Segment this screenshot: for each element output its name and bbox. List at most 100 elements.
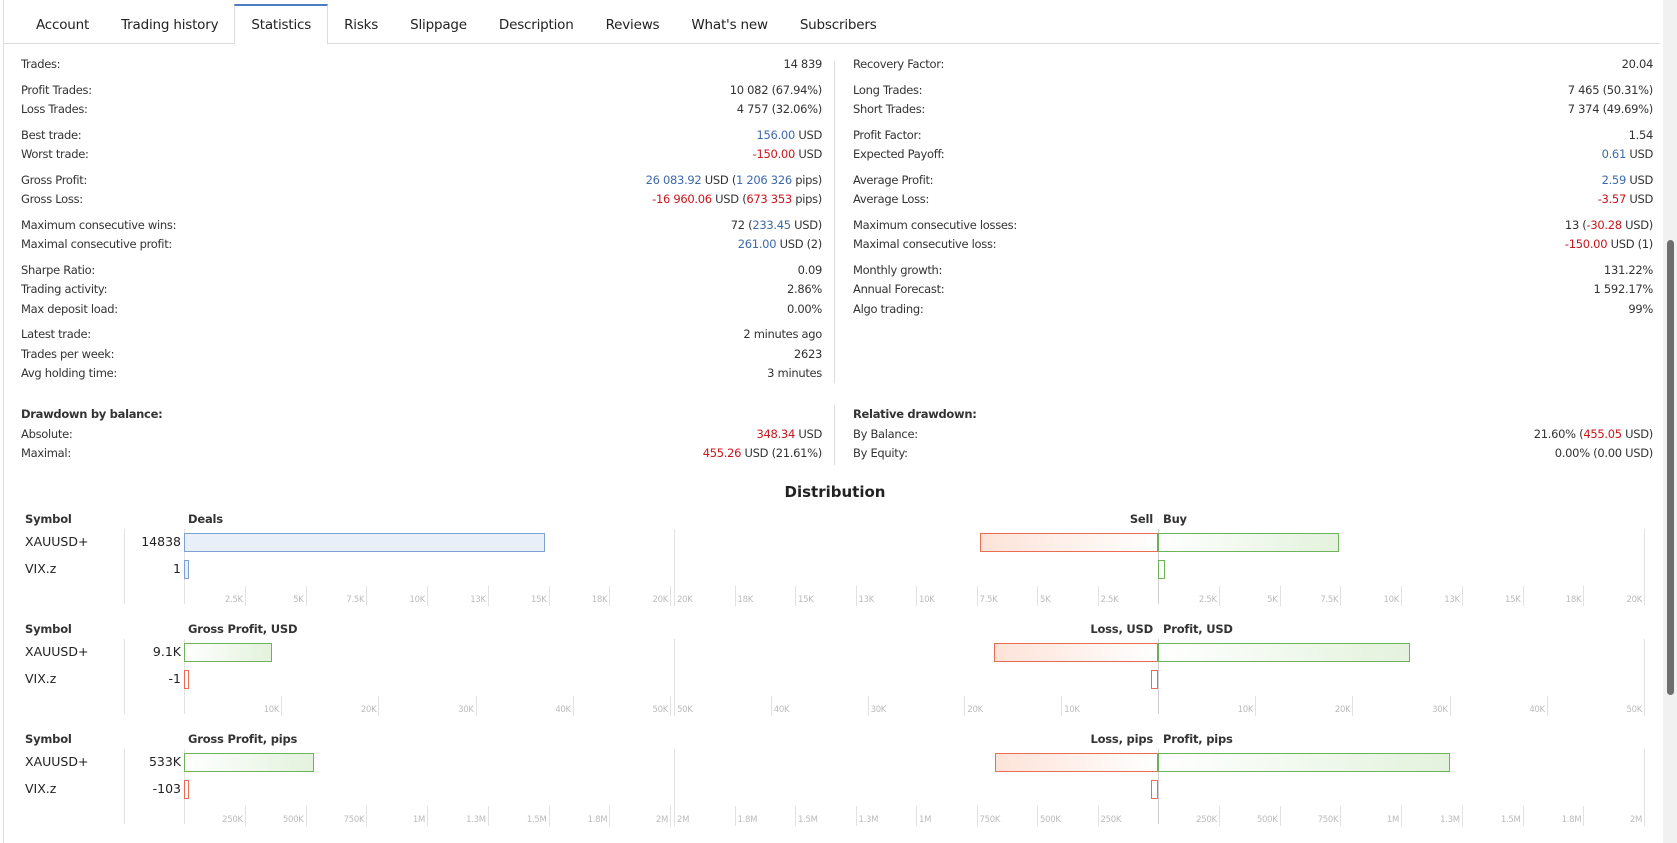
row-value: 1: [173, 561, 181, 576]
left-tick-mark: [572, 696, 574, 716]
distribution-group: Symbol Gross Profit, pips Loss, pips Profit…: [4, 732, 1660, 837]
left-bar: [184, 753, 314, 772]
pos-tick-mark: [1340, 806, 1342, 826]
tab-description[interactable]: Description: [498, 17, 574, 33]
pos-bar: [1158, 643, 1411, 662]
left-tick-mark: [609, 806, 611, 826]
neg-tick-label: 18K: [737, 595, 754, 605]
pos-tick-mark: [1583, 586, 1585, 606]
left-tick-mark: [548, 806, 550, 826]
neg-tick-mark: [1037, 586, 1038, 606]
pos-tick-mark: [1461, 806, 1463, 826]
tab-reviews[interactable]: Reviews: [605, 17, 660, 33]
left-tick-label: 20K: [652, 595, 669, 605]
neg-tick-label: 2.5K: [1100, 595, 1119, 605]
neg-bar: [993, 643, 1158, 662]
stat-drawdown-absolute: Absolute: 348.34 USD: [21, 426, 822, 441]
tab-subscribers[interactable]: Subscribers: [799, 17, 877, 33]
pos-tick-mark: [1583, 806, 1585, 826]
neg-tick-label: 2M: [677, 815, 690, 825]
stat-worst-trade: Worst trade: -150.00 USD: [21, 147, 822, 161]
left-tick-label: 7.5K: [346, 595, 365, 605]
stat-trades-per-week: Trades per week: 2623: [21, 346, 822, 361]
neg-tick-label: 15K: [798, 595, 814, 605]
pos-tick-label: 15K: [1505, 595, 1521, 605]
relative-drawdown: Relative drawdown: By Balance: 21.60% (45…: [853, 405, 1653, 464]
neg-tick-label: 13K: [858, 595, 875, 605]
pos-bar: [1158, 560, 1165, 579]
left-tick-label: 10K: [409, 595, 426, 605]
pos-tick-mark: [1401, 806, 1402, 826]
zero-axis: [1158, 639, 1159, 714]
symbol-header: Symbol: [25, 622, 72, 636]
tab-statistics[interactable]: Statistics: [234, 4, 329, 45]
neg-tick-label: 10K: [1064, 705, 1080, 715]
pos-tick-mark: [1461, 586, 1463, 606]
label-divider: [124, 749, 125, 824]
neg-tick-label: 500K: [1040, 815, 1061, 825]
stat-max-consecutive-profit: Maximal consecutive profit: 261.00 USD (2…: [21, 237, 822, 251]
stat-profit-trades: Profit Trades: 10 082 (67.94%): [21, 82, 822, 97]
scrollbar-thumb[interactable]: [1667, 240, 1674, 695]
pos-tick-mark: [1644, 586, 1645, 606]
left-tick-mark: [670, 586, 671, 606]
stat-profit-factor: Profit Factor: 1.54: [853, 127, 1653, 142]
left-tick-label: 18K: [591, 595, 608, 605]
stat-loss-trades: Loss Trades: 4 757 (32.06%): [21, 102, 822, 116]
vertical-scrollbar[interactable]: [1663, 0, 1677, 843]
neg-tick-mark: [855, 586, 857, 606]
left-chart-header: Gross Profit, USD: [188, 622, 298, 636]
drawdown-title: Drawdown by balance:: [21, 407, 163, 421]
pos-tick-mark: [1340, 586, 1342, 606]
pos-tick-mark: [1279, 806, 1281, 826]
left-tick-mark: [487, 586, 489, 606]
left-tick-mark: [427, 586, 428, 606]
column-divider-drawdown: [834, 405, 835, 465]
left-tick-label: 1.3M: [466, 815, 486, 825]
left-tick-mark: [281, 696, 283, 716]
neg-tick-label: 1.8M: [737, 815, 758, 825]
left-tick-mark: [305, 806, 307, 826]
stat-annual-forecast: Annual Forecast: 1 592.17%: [853, 282, 1653, 296]
neg-tick-mark: [674, 696, 675, 716]
stat-monthly-growth: Monthly growth: 131.22%: [853, 262, 1653, 277]
pos-bar: [1158, 753, 1450, 772]
pos-chart-header: Profit, USD: [1163, 622, 1233, 636]
stats-right-column: Recovery Factor: 20.04 Long Trades: 7 465 …: [853, 55, 1653, 319]
symbol-label: VIX.z: [25, 671, 57, 686]
pos-tick-label: 750K: [1317, 815, 1339, 825]
tab-slippage[interactable]: Slippage: [410, 17, 467, 33]
distribution-group: Symbol Gross Profit, USD Loss, USD Profit, …: [4, 622, 1660, 727]
symbol-header: Symbol: [25, 512, 72, 526]
stat-average-loss: Average Loss: -3.57 USD: [853, 192, 1653, 206]
symbol-header: Symbol: [25, 732, 72, 746]
neg-tick-label: 1M: [919, 815, 932, 825]
tab-trading-history[interactable]: Trading history: [121, 17, 219, 33]
tab-risks[interactable]: Risks: [344, 17, 379, 33]
left-bar: [184, 560, 189, 579]
tab-whats-new[interactable]: What's new: [691, 17, 768, 33]
neg-tick-label: 20K: [677, 595, 693, 605]
left-bar: [184, 533, 545, 552]
drawdown-by-balance: Drawdown by balance: Absolute: 348.34 USD…: [21, 405, 822, 464]
left-tick-label: 1.5M: [526, 815, 547, 825]
neg-tick-mark: [964, 696, 966, 716]
pos-tick-label: 13K: [1444, 595, 1460, 605]
row-value: -103: [152, 781, 181, 796]
neg-tick-label: 40K: [773, 705, 790, 715]
stat-gross-loss: Gross Loss: -16 960.06 USD (673 353 pips): [21, 192, 822, 206]
mid-divider: [674, 529, 675, 604]
label-divider: [124, 639, 125, 714]
tab-account[interactable]: Account: [36, 17, 90, 33]
neg-tick-mark: [867, 696, 869, 716]
stat-gross-profit: Gross Profit: 26 083.92 USD (1 206 326 pi…: [21, 172, 822, 187]
left-tick-label: 50K: [652, 705, 669, 715]
mid-divider: [674, 639, 675, 714]
stat-max-deposit-load: Max deposit load: 0.00%: [21, 301, 822, 316]
neg-tick-mark: [916, 806, 917, 826]
left-chart-header: Gross Profit, pips: [188, 732, 298, 746]
neg-tick-label: 30K: [870, 705, 887, 715]
pos-tick-label: 50K: [1626, 705, 1643, 715]
neg-tick-label: 20K: [967, 705, 983, 715]
stat-max-consecutive-loss: Maximal consecutive loss: -150.00 USD (1): [853, 237, 1653, 251]
